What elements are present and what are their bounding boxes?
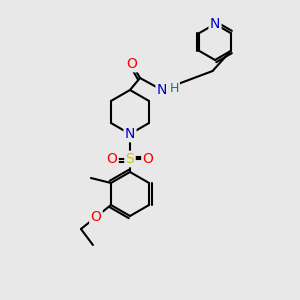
Text: N: N xyxy=(125,127,135,141)
Text: N: N xyxy=(157,83,167,97)
Text: O: O xyxy=(142,152,153,166)
Text: O: O xyxy=(91,210,101,224)
Text: H: H xyxy=(169,82,179,94)
Text: O: O xyxy=(127,57,137,71)
Text: N: N xyxy=(210,17,220,31)
Text: S: S xyxy=(126,152,134,166)
Text: O: O xyxy=(106,152,117,166)
